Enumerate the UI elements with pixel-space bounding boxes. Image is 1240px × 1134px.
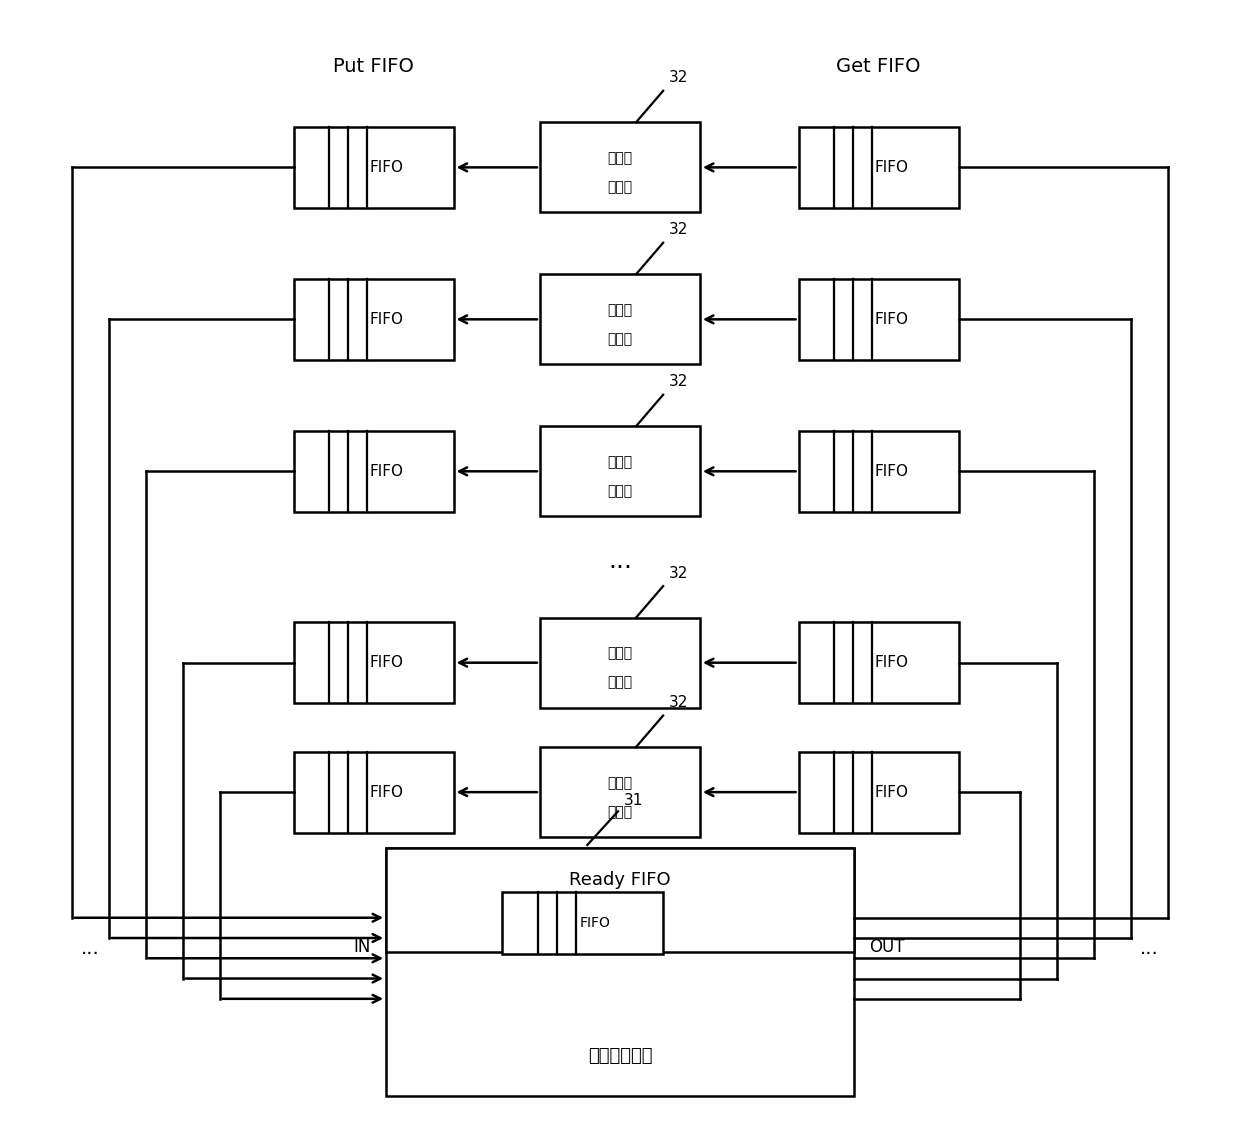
Text: Get FIFO: Get FIFO <box>837 57 921 76</box>
Bar <box>502 892 662 954</box>
Bar <box>294 279 454 359</box>
Text: FIFO: FIFO <box>370 655 403 670</box>
Text: 无锁调度单元: 无锁调度单元 <box>588 1048 652 1066</box>
Bar <box>386 848 854 1097</box>
Text: 32: 32 <box>670 566 688 581</box>
Text: FIFO: FIFO <box>370 312 403 327</box>
Text: 线程处: 线程处 <box>608 646 632 661</box>
Text: 理单元: 理单元 <box>608 484 632 498</box>
Text: 线程处: 线程处 <box>608 304 632 318</box>
Bar <box>539 274 701 364</box>
Text: 31: 31 <box>624 793 644 807</box>
Text: Ready FIFO: Ready FIFO <box>569 871 671 889</box>
Text: 32: 32 <box>670 222 688 237</box>
Bar <box>799 623 959 703</box>
Bar <box>799 431 959 511</box>
Bar <box>294 752 454 832</box>
Text: FIFO: FIFO <box>580 916 611 930</box>
Text: Put FIFO: Put FIFO <box>334 57 414 76</box>
Text: OUT: OUT <box>869 939 904 956</box>
Text: FIFO: FIFO <box>370 785 403 799</box>
Text: 线程处: 线程处 <box>608 776 632 790</box>
Text: FIFO: FIFO <box>874 464 909 479</box>
Text: FIFO: FIFO <box>370 160 403 175</box>
Text: 32: 32 <box>670 374 688 389</box>
Bar <box>294 623 454 703</box>
Bar <box>799 279 959 359</box>
Bar <box>294 127 454 208</box>
Text: ...: ... <box>608 549 632 574</box>
Bar <box>539 426 701 516</box>
Text: 理单元: 理单元 <box>608 180 632 194</box>
Bar <box>799 752 959 832</box>
Bar <box>539 122 701 212</box>
Text: 理单元: 理单元 <box>608 805 632 819</box>
Bar <box>799 127 959 208</box>
Text: 线程处: 线程处 <box>608 151 632 166</box>
Text: 理单元: 理单元 <box>608 676 632 689</box>
Text: 32: 32 <box>670 695 688 710</box>
Bar <box>386 848 854 953</box>
Text: IN: IN <box>353 939 371 956</box>
Text: FIFO: FIFO <box>874 655 909 670</box>
Text: FIFO: FIFO <box>874 312 909 327</box>
Text: ...: ... <box>1141 939 1159 957</box>
Bar <box>294 431 454 511</box>
Text: ...: ... <box>81 939 99 957</box>
Bar <box>539 618 701 708</box>
Text: 线程处: 线程处 <box>608 456 632 469</box>
Text: FIFO: FIFO <box>370 464 403 479</box>
Text: 32: 32 <box>670 70 688 85</box>
Bar <box>539 747 701 837</box>
Text: FIFO: FIFO <box>874 160 909 175</box>
Text: FIFO: FIFO <box>874 785 909 799</box>
Text: 理单元: 理单元 <box>608 332 632 346</box>
